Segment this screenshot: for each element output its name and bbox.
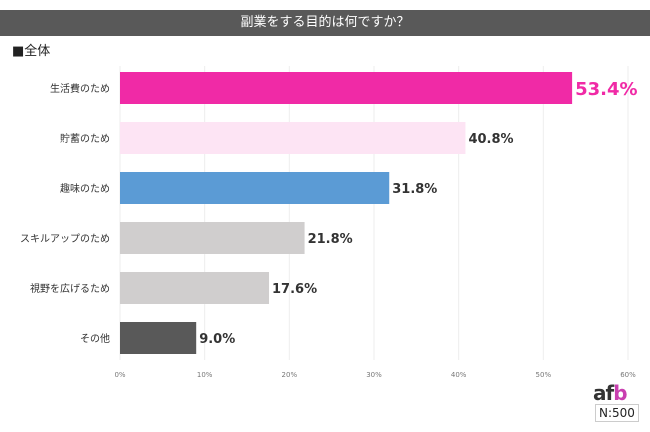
value-label: 31.8% xyxy=(392,182,437,197)
bar xyxy=(120,272,270,304)
chart-title: 副業をする目的は何ですか？ xyxy=(0,10,650,36)
afb-logo: afb xyxy=(593,381,628,405)
x-tick-label: 50% xyxy=(536,371,552,379)
x-tick-label: 20% xyxy=(282,371,298,379)
category-label: 視野を広げるため xyxy=(30,282,110,295)
x-tick-label: 30% xyxy=(366,371,382,379)
category-label: その他 xyxy=(80,332,110,345)
value-label: 17.6% xyxy=(272,282,317,297)
bar xyxy=(120,72,573,104)
value-label: 9.0% xyxy=(199,332,235,347)
x-tick-label: 10% xyxy=(197,371,213,379)
category-label: 趣味のため xyxy=(60,182,110,195)
bar xyxy=(120,122,466,154)
bar xyxy=(120,222,305,254)
bar xyxy=(120,172,390,204)
category-label: 貯蓄のため xyxy=(60,133,110,145)
value-label: 53.4% xyxy=(575,79,637,100)
value-label: 21.8% xyxy=(308,232,353,247)
x-tick-label: 60% xyxy=(620,371,636,379)
bar xyxy=(120,322,197,354)
category-label: 生活費のため xyxy=(50,82,110,95)
sample-size: N:500 xyxy=(595,404,639,422)
category-label: スキルアップのため xyxy=(20,233,110,245)
value-label: 40.8% xyxy=(468,132,513,147)
x-tick-label: 40% xyxy=(451,371,467,379)
logo-text-b: b xyxy=(613,381,627,405)
subset-label: ■全体 xyxy=(12,44,51,59)
x-tick-label: 0% xyxy=(114,371,125,379)
logo-text: af xyxy=(593,381,614,405)
